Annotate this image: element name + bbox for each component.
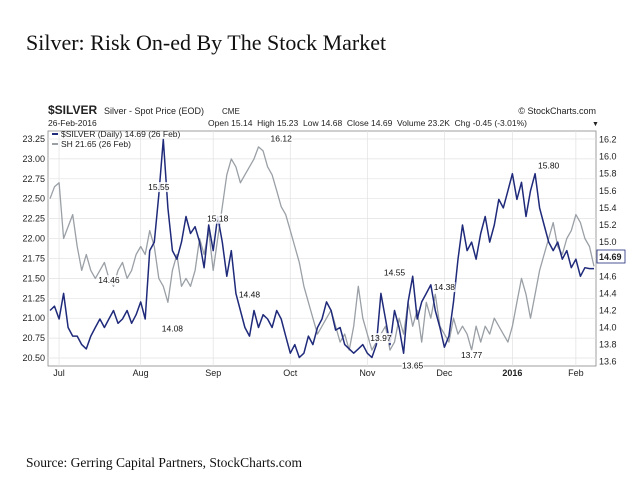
symbol-label: $SILVER — [48, 103, 97, 117]
left-tick-label: 22.25 — [22, 214, 45, 224]
annotation-label: 14.55 — [384, 268, 406, 278]
stockchart: $SILVER Silver - Spot Price (EOD) CME © … — [22, 103, 626, 378]
quote-line: Open 15.14 High 15.23 Low 14.68 Close 14… — [208, 118, 527, 128]
x-axis: Jul Aug Sep Oct Nov Dec 2016 Feb — [53, 368, 583, 378]
x-tick-label: Aug — [133, 368, 149, 378]
left-tick-label: 22.50 — [22, 194, 45, 204]
annotation-label: 14.08 — [162, 324, 184, 334]
legend-sh-label: SH 21.65 (26 Feb) — [61, 139, 131, 149]
left-axis: 20.50 20.75 21.00 21.25 21.50 21.75 22.00 22.25… — [22, 134, 45, 363]
series-layer — [49, 138, 595, 359]
annotation-bg — [433, 282, 456, 293]
annotation-bg — [460, 350, 483, 361]
right-tick-label: 14.2 — [599, 305, 617, 315]
left-tick-label: 22.75 — [22, 174, 45, 184]
annotation-bg — [537, 160, 560, 171]
annotation-bg — [270, 133, 293, 144]
right-tick-label: 13.8 — [599, 340, 617, 350]
right-tick-label: 14.0 — [599, 323, 617, 333]
left-tick-label: 20.50 — [22, 353, 45, 363]
date-label: 26-Feb-2016 — [48, 118, 97, 128]
annotation-bg — [147, 182, 170, 193]
left-tick-label: 21.75 — [22, 253, 45, 263]
right-tick-label: 13.6 — [599, 357, 617, 367]
right-tick-label: 15.6 — [599, 186, 617, 196]
annotation-label: 14.46 — [98, 275, 120, 285]
page-title: Silver: Risk On-ed By The Stock Market — [26, 30, 387, 55]
last-value-box — [596, 249, 626, 264]
grid — [48, 131, 596, 366]
x-tick-label: Dec — [436, 368, 453, 378]
watermark: © StockCharts.com — [518, 106, 596, 116]
last-value-label: 14.69 — [599, 252, 622, 262]
annotation-bg — [383, 267, 406, 278]
annotation-label: 15.80 — [538, 161, 560, 171]
x-tick-label: 2016 — [502, 368, 522, 378]
x-tick-label: Sep — [205, 368, 221, 378]
annotation-label: 16.12 — [271, 133, 293, 143]
annotation-label: 13.77 — [461, 350, 483, 360]
annotation-bg — [238, 289, 261, 300]
right-tick-label: 16.0 — [599, 152, 617, 162]
series-line-sh — [49, 146, 595, 351]
right-tick-label: 15.0 — [599, 237, 617, 247]
right-tick-label: 14.4 — [599, 288, 617, 298]
annotation-label: 13.65 — [402, 360, 424, 370]
x-tick-label: Oct — [283, 368, 298, 378]
instrument-name: Silver - Spot Price (EOD) — [104, 106, 204, 116]
right-tick-label: 15.8 — [599, 169, 617, 179]
annotation-label: 14.38 — [434, 282, 456, 292]
left-tick-label: 21.50 — [22, 273, 45, 283]
left-tick-label: 21.00 — [22, 313, 45, 323]
left-tick-label: 21.25 — [22, 293, 45, 303]
annotation-label: 13.97 — [370, 333, 392, 343]
x-tick-label: Feb — [568, 368, 584, 378]
right-axis: 13.613.814.014.214.414.614.815.015.215.4… — [599, 135, 617, 367]
right-tick-label: 14.6 — [599, 271, 617, 281]
source-note: Source: Gerring Capital Partners, StockC… — [26, 455, 302, 470]
annotation-bg — [97, 275, 120, 286]
x-tick-label: Nov — [359, 368, 376, 378]
right-tick-label: 16.2 — [599, 135, 617, 145]
annotation-bg — [401, 360, 424, 371]
annotations: 14.46 15.55 14.08 15.18 14.48 16.12 13.97 14.55… — [97, 133, 560, 371]
left-tick-label: 22.00 — [22, 234, 45, 244]
annotation-label: 15.55 — [148, 182, 170, 192]
legend-silver-label: $SILVER (Daily) 14.69 (26 Feb) — [61, 129, 181, 139]
left-tick-label: 20.75 — [22, 333, 45, 343]
right-tick-label: 15.4 — [599, 203, 617, 213]
annotation-bg — [369, 333, 392, 344]
annotation-label: 14.48 — [239, 290, 261, 300]
annotation-label: 15.18 — [207, 214, 229, 224]
left-tick-label: 23.00 — [22, 154, 45, 164]
x-tick-label: Jul — [53, 368, 65, 378]
down-marker-icon: ▼ — [592, 121, 599, 128]
right-tick-label: 15.2 — [599, 220, 617, 230]
annotation-bg — [161, 323, 184, 334]
left-tick-label: 23.25 — [22, 134, 45, 144]
annotation-bg — [206, 213, 229, 224]
exchange-label: CME — [222, 107, 240, 116]
series-line-silver — [49, 138, 594, 359]
plot-frame — [47, 130, 597, 367]
